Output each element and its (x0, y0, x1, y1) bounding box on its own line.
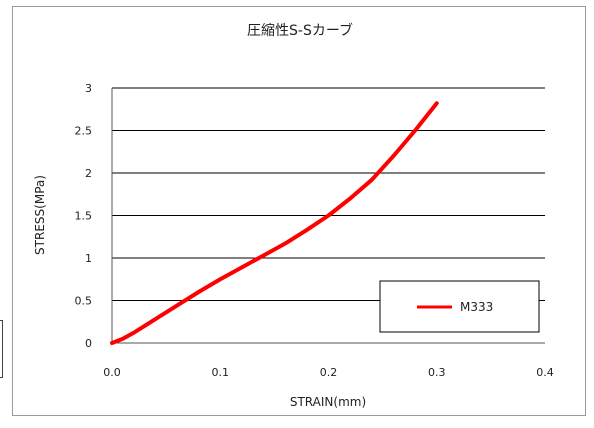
x-tick-label: 0.2 (320, 366, 338, 379)
x-tick-label: 0.0 (103, 366, 121, 379)
x-tick-label: 0.4 (536, 366, 554, 379)
y-tick-label: 0 (85, 337, 92, 350)
x-axis-label: STRAIN(mm) (290, 395, 366, 409)
y-tick-label: 2 (85, 167, 92, 180)
y-tick-labels: 0 0.5 1 1.5 2 2.5 3 (75, 82, 93, 350)
legend-label: M333 (460, 300, 493, 314)
x-tick-labels: 0.0 0.1 0.2 0.3 0.4 (103, 366, 554, 379)
y-tick-label: 1.5 (75, 210, 93, 223)
x-tick-label: 0.1 (212, 366, 230, 379)
y-tick-label: 2.5 (75, 125, 93, 138)
y-tick-label: 1 (85, 252, 92, 265)
legend: M333 (380, 281, 539, 332)
y-tick-label: 0.5 (75, 295, 93, 308)
y-axis-label: STRESS(MPa) (33, 175, 47, 255)
x-tick-label: 0.3 (428, 366, 446, 379)
y-tick-label: 3 (85, 82, 92, 95)
chart-title: 圧縮性S-Sカーブ (247, 22, 353, 39)
